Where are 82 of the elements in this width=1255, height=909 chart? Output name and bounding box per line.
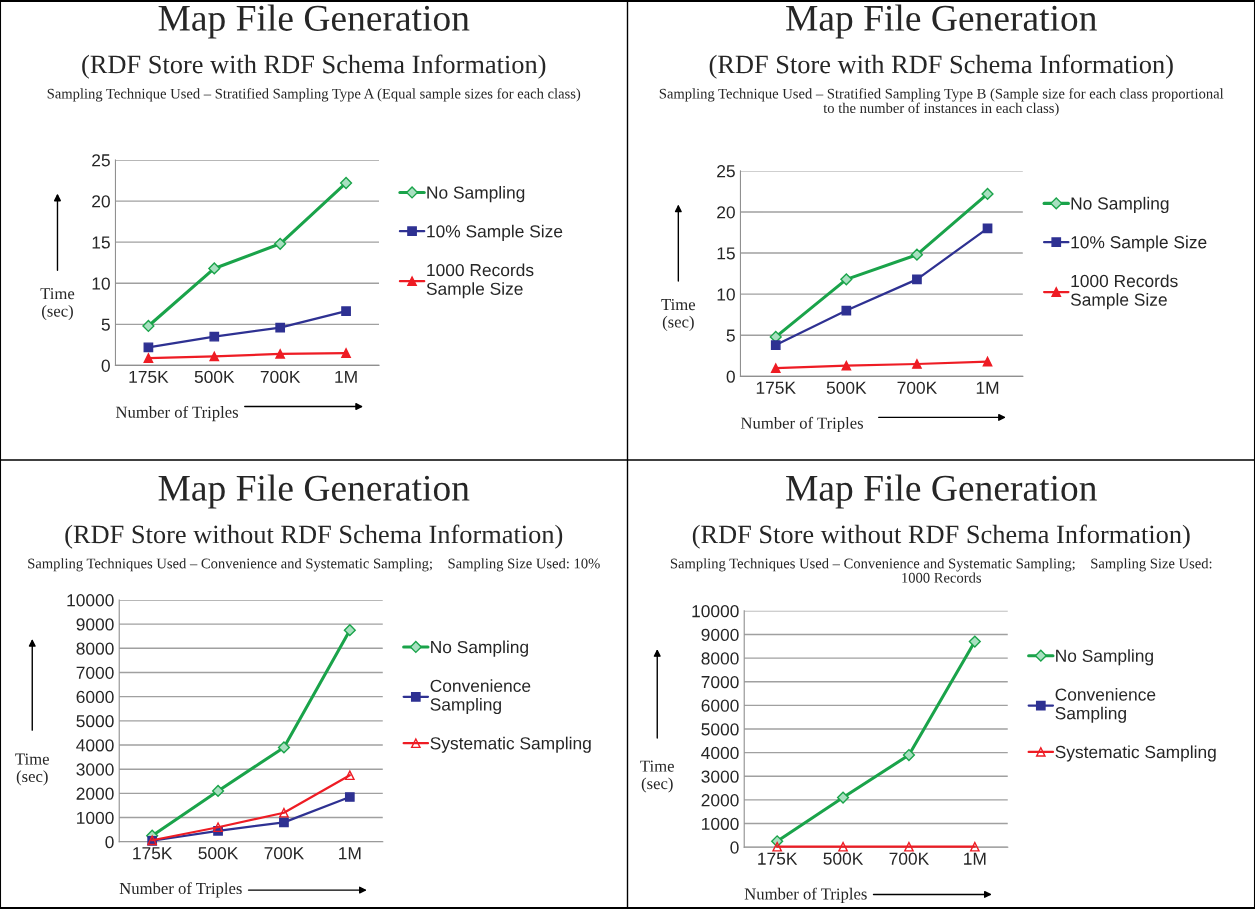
y-axis-title: Time (sec) [15,753,49,786]
y-tick-label: 20 [717,206,735,219]
x-tick-label: 175K [129,370,169,384]
y-tick-label: 4000 [701,746,739,760]
y-tick-label: 0 [726,370,735,383]
x-tick-label: 700K [889,852,930,865]
chart-title: Map File Generation [786,4,1097,39]
x-tick-label: 175K [756,381,796,394]
y-tick-label: 5 [726,329,735,342]
y-tick-label: 10000 [67,594,114,607]
chart-subtitle: (RDF Store without RDF Schema Information) [65,524,563,549]
x-tick-label: 500K [823,852,864,865]
x-tick-label: 500K [198,847,239,860]
chart-title: Map File Generation [786,474,1097,509]
y-tick-label: 2000 [76,787,114,800]
chart-subtitle: (RDF Store with RDF Schema Information) [709,54,1173,79]
chart-subtitle: (RDF Store without RDF Schema Information) [692,524,1190,549]
y-tick-label: 10 [717,288,735,301]
chart-subtitle: (RDF Store with RDF Schema Information) [82,54,546,79]
y-tick-label: 8000 [701,652,739,665]
x-tick-label: 175K [758,852,798,865]
y-tick-label: 4000 [76,739,114,752]
text: Sampling Technique Used – Stratified Sampling Type B (Sample size for each class proportional to the number of instances in each class) [659,88,1224,116]
legend-label: No Sampling [1056,649,1153,666]
y-tick-label: 3000 [76,763,114,776]
legend-label: No Sampling [1071,196,1169,214]
y-tick-label: 5000 [76,715,114,728]
y-tick-label: 6000 [701,699,739,712]
legend-label: 1000 Records Sample Size [1070,274,1178,310]
x-axis-title: Number of Triples [119,882,242,898]
legend-label: Systematic Sampling [430,736,591,753]
legend-label: No Sampling [427,185,525,203]
y-tick-label: 0 [101,359,110,372]
y-tick-label: 9000 [76,618,114,631]
y-axis-title: Time (sec) [640,760,674,793]
y-tick-label: 1000 [702,817,739,831]
x-tick-label: 500K [826,381,867,394]
text: Sampling Techniques Used – Convenience and Systematic Sampling; Sampling Size Used: 1000 Records [670,558,1212,583]
y-tick-label: 2000 [701,794,739,807]
y-tick-label: 25 [92,154,110,167]
y-axis-title: Time (sec) [661,298,696,331]
x-axis-title: Number of Triples [744,887,867,903]
legend-label: 10% Sample Size [427,224,563,241]
y-tick-label: 25 [717,165,735,178]
legend-label: Convenience Sampling [430,679,531,715]
y-tick-label: 20 [92,195,110,208]
y-tick-label: 0 [730,841,739,854]
y-tick-label: 9000 [701,628,739,641]
x-tick-label: 1M [335,370,357,383]
y-tick-label: 5000 [701,723,739,736]
legend-label: 10% Sample Size [1071,235,1207,252]
legend-label: Systematic Sampling [1055,745,1216,762]
y-tick-label: 10 [92,277,110,290]
x-axis-title: Number of Triples [740,416,864,433]
y-tick-label: 15 [92,236,110,249]
x-tick-label: 500K [194,370,235,384]
x-tick-label: 700K [260,370,301,384]
x-tick-label: 1M [964,852,986,865]
x-axis-title: Number of Triples [115,405,239,422]
legend-label: No Sampling [431,640,528,657]
x-tick-label: 700K [264,847,305,860]
y-tick-label: 1000 [77,811,114,825]
legend-label: 1000 Records Sample Size [426,263,534,299]
chart-title: Map File Generation [158,474,470,509]
y-tick-label: 10000 [692,605,739,618]
text: Sampling Techniques Used – Convenience and Systematic Sampling; Sampling Size Used: 10% [28,558,600,572]
y-tick-label: 3000 [701,770,739,783]
x-tick-label: 1M [339,847,361,860]
text: Sampling Technique Used – Stratified Sampling Type A (Equal sample sizes for each class) [47,88,581,102]
chart-title: Map File Generation [158,4,470,39]
y-tick-label: 8000 [76,642,114,655]
x-tick-label: 175K [133,847,173,860]
y-tick-label: 6000 [76,690,114,704]
x-tick-label: 700K [897,381,938,394]
x-tick-label: 1M [976,381,999,394]
y-tick-label: 5 [101,318,110,331]
y-tick-label: 7000 [76,666,114,679]
y-axis-title: Time (sec) [40,288,75,321]
y-tick-label: 0 [105,835,114,849]
y-tick-label: 7000 [701,675,739,689]
legend-label: Convenience Sampling [1055,687,1156,723]
y-tick-label: 15 [717,247,735,260]
